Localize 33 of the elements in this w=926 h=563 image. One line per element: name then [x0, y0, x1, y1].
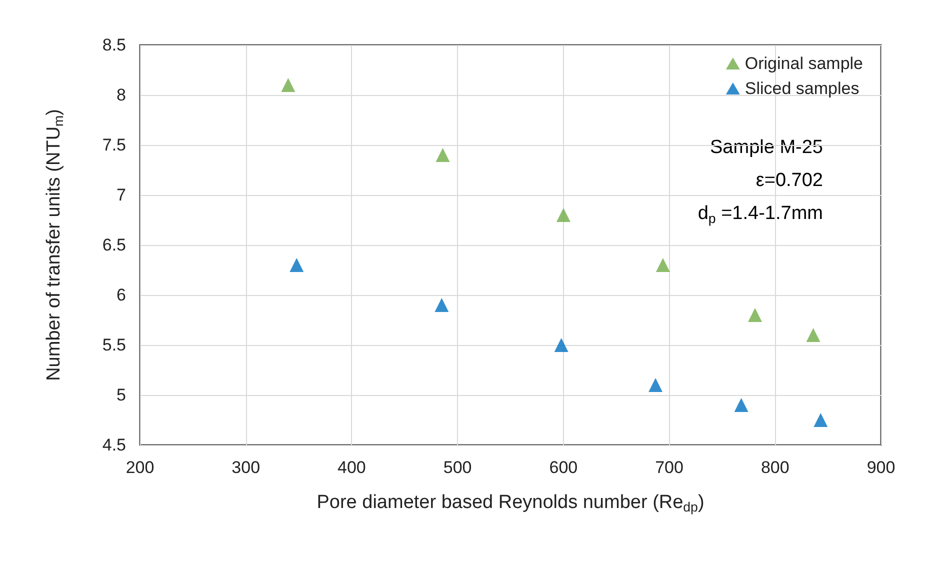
x-tick-label: 500 [443, 458, 472, 477]
y-tick-label: 7 [116, 186, 126, 204]
x-tick-label: 600 [549, 458, 578, 477]
y-tick-label: 5 [116, 386, 126, 404]
x-tick-label: 700 [655, 458, 684, 477]
x-tick-label: 800 [760, 458, 790, 477]
y-axis-title: Number of transfer units (NTUm) [43, 109, 66, 381]
point [290, 258, 304, 272]
y-tick-label: 5.5 [102, 336, 126, 354]
point [734, 398, 748, 412]
x-tick-label: 200 [126, 458, 154, 477]
y-tick-label: 8.5 [102, 36, 126, 54]
point [436, 148, 450, 162]
y-tick-label: 6.5 [102, 236, 126, 254]
y-tick-label: 6 [116, 286, 126, 304]
point [814, 413, 828, 427]
point [281, 78, 296, 92]
point [648, 378, 663, 392]
point [806, 328, 820, 342]
y-tick-label: 4.5 [102, 436, 126, 454]
y-tick-label: 8 [116, 86, 126, 104]
point [748, 308, 762, 322]
x-tick-label: 900 [866, 458, 896, 477]
point [656, 258, 670, 272]
y-tick-label: 7.5 [102, 136, 126, 154]
x-tick-label: 300 [232, 458, 260, 477]
legend-label: Sliced samples [744, 79, 860, 98]
point [556, 208, 570, 222]
annotation: ε=0.702 [756, 170, 824, 191]
point [554, 338, 568, 352]
point [434, 298, 449, 312]
x-tick-label: 400 [338, 458, 366, 477]
legend-label: Original sample [744, 54, 864, 73]
